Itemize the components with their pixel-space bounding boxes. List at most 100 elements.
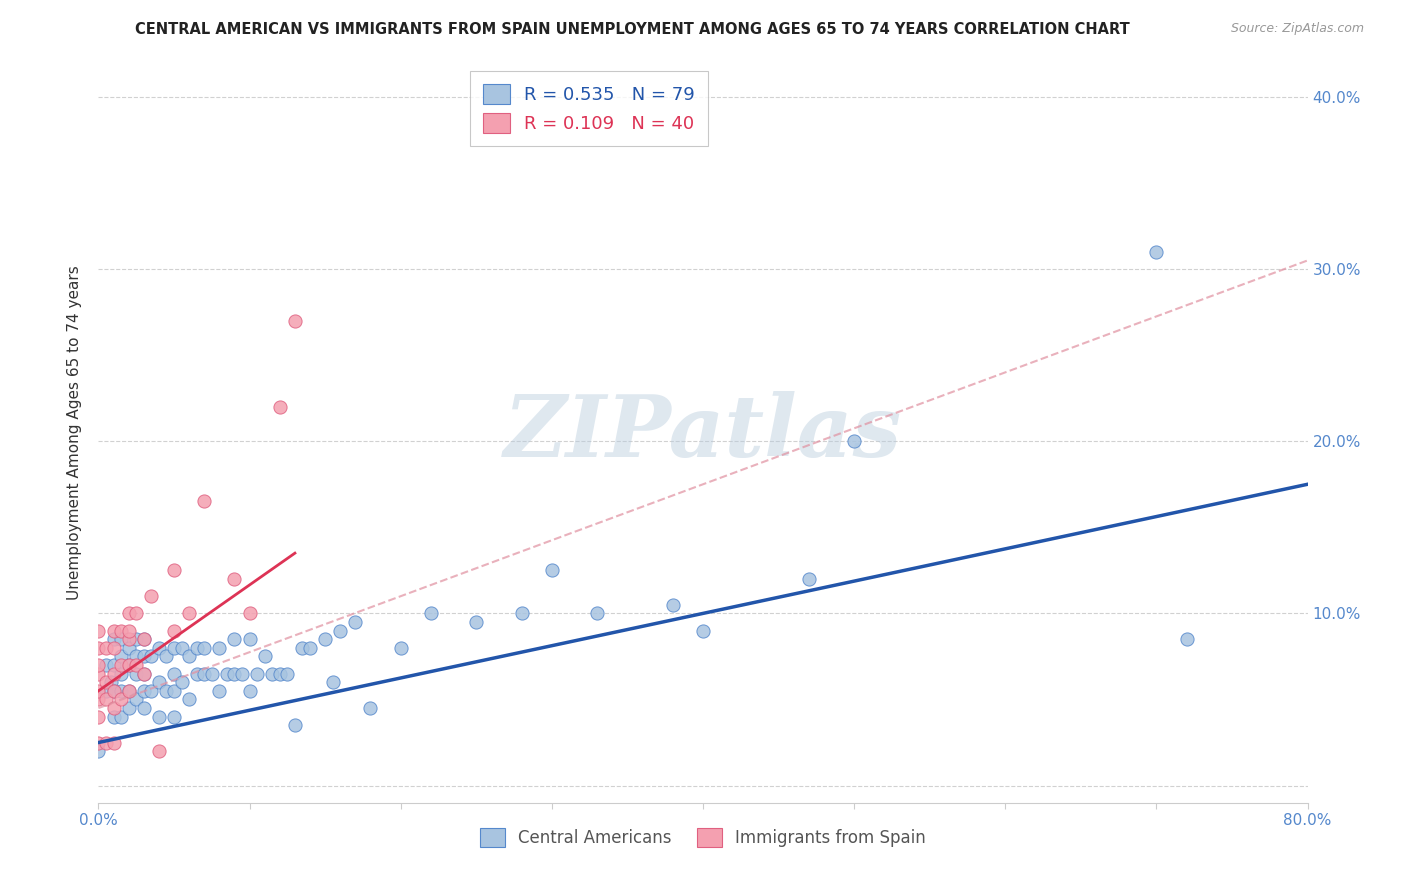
Point xyxy=(87,684,110,698)
Point xyxy=(110,624,132,638)
Point xyxy=(103,666,125,681)
Point xyxy=(208,684,231,698)
Point xyxy=(163,666,186,681)
Point xyxy=(118,607,141,621)
Point xyxy=(844,434,866,449)
Point xyxy=(170,640,193,655)
Point xyxy=(224,666,246,681)
Point xyxy=(103,709,125,723)
Point xyxy=(118,640,141,655)
Point xyxy=(299,640,322,655)
Point xyxy=(389,640,412,655)
Point xyxy=(103,632,125,647)
Point xyxy=(179,649,201,664)
Point xyxy=(110,649,132,664)
Point xyxy=(100,675,122,690)
Point xyxy=(201,666,224,681)
Point xyxy=(118,658,141,673)
Point xyxy=(132,649,155,664)
Point xyxy=(163,684,186,698)
Point xyxy=(163,563,186,577)
Point xyxy=(125,649,148,664)
Point xyxy=(87,640,110,655)
Point xyxy=(110,666,132,681)
Point xyxy=(586,607,609,621)
Point xyxy=(94,692,117,706)
Point xyxy=(103,640,125,655)
Point xyxy=(110,658,132,673)
Point xyxy=(193,494,215,508)
Point xyxy=(141,649,163,664)
Point xyxy=(692,624,714,638)
Point xyxy=(125,632,148,647)
Point xyxy=(118,658,141,673)
Point xyxy=(148,675,170,690)
Point xyxy=(103,701,125,715)
Point xyxy=(110,692,132,706)
Point xyxy=(87,735,110,749)
Point xyxy=(661,598,683,612)
Text: CENTRAL AMERICAN VS IMMIGRANTS FROM SPAIN UNEMPLOYMENT AMONG AGES 65 TO 74 YEARS: CENTRAL AMERICAN VS IMMIGRANTS FROM SPAI… xyxy=(135,22,1130,37)
Point xyxy=(125,692,148,706)
Point xyxy=(239,607,262,621)
Point xyxy=(155,684,177,698)
Point xyxy=(103,624,125,638)
Point xyxy=(94,684,117,698)
Point xyxy=(253,649,276,664)
Point xyxy=(314,632,336,647)
Point xyxy=(284,718,307,732)
Point xyxy=(118,624,141,638)
Point xyxy=(118,632,141,647)
Text: ZIPatlas: ZIPatlas xyxy=(503,391,903,475)
Point xyxy=(141,589,163,603)
Point xyxy=(540,563,562,577)
Point xyxy=(224,572,246,586)
Point xyxy=(262,666,284,681)
Point xyxy=(163,624,186,638)
Point xyxy=(510,607,533,621)
Point xyxy=(110,632,132,647)
Point xyxy=(148,640,170,655)
Point xyxy=(208,640,231,655)
Legend: Central Americans, Immigrants from Spain: Central Americans, Immigrants from Spain xyxy=(474,822,932,854)
Point xyxy=(132,684,155,698)
Point xyxy=(284,314,307,328)
Point xyxy=(103,735,125,749)
Point xyxy=(94,675,117,690)
Point xyxy=(155,649,177,664)
Point xyxy=(239,632,262,647)
Point xyxy=(132,666,155,681)
Point xyxy=(132,666,155,681)
Point xyxy=(344,615,367,629)
Point xyxy=(1144,244,1167,259)
Point xyxy=(420,607,443,621)
Point xyxy=(94,640,117,655)
Point xyxy=(239,684,262,698)
Point xyxy=(132,632,155,647)
Point xyxy=(87,666,110,681)
Point xyxy=(215,666,238,681)
Point xyxy=(1175,632,1198,647)
Point xyxy=(87,658,110,673)
Point xyxy=(170,675,193,690)
Point xyxy=(132,701,155,715)
Point xyxy=(322,675,344,690)
Point xyxy=(360,701,382,715)
Point xyxy=(110,709,132,723)
Point xyxy=(132,632,155,647)
Point xyxy=(94,735,117,749)
Point xyxy=(118,701,141,715)
Point xyxy=(329,624,352,638)
Point xyxy=(186,666,208,681)
Point xyxy=(193,666,215,681)
Point xyxy=(163,640,186,655)
Point xyxy=(179,692,201,706)
Point xyxy=(193,640,215,655)
Point xyxy=(118,684,141,698)
Point xyxy=(125,658,148,673)
Point xyxy=(179,607,201,621)
Point xyxy=(465,615,488,629)
Point xyxy=(94,658,117,673)
Point xyxy=(269,666,291,681)
Point xyxy=(87,744,110,758)
